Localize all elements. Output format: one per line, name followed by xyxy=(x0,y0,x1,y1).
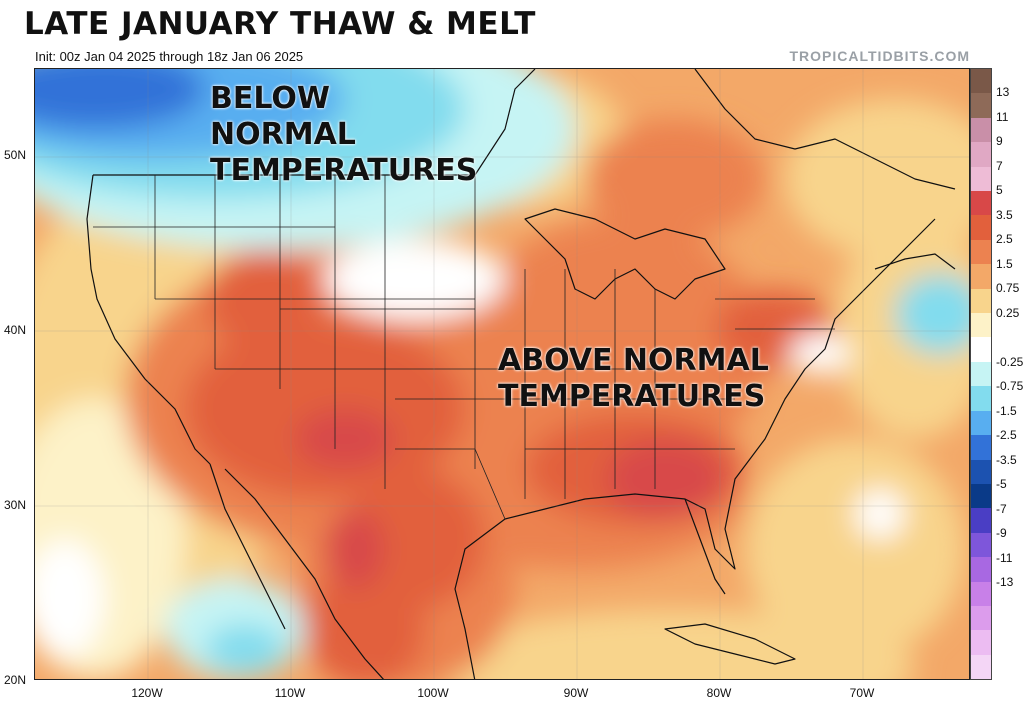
below-line-2: NORMAL xyxy=(210,117,356,152)
colorbar-tick-label: 0.25 xyxy=(996,305,1020,320)
lat-label-40n: 40N xyxy=(4,323,27,337)
colorbar-swatch xyxy=(971,69,991,94)
lat-label-50n: 50N xyxy=(4,148,27,162)
below-normal-annotation: BELOW NORMAL TEMPERATURES xyxy=(210,81,477,189)
colorbar-swatch xyxy=(971,313,991,338)
colorbar-swatch xyxy=(971,508,991,533)
colorbar-swatch xyxy=(971,215,991,240)
colorbar-swatch xyxy=(971,410,991,436)
lat-label-20n: 20N xyxy=(4,673,27,687)
lon-label-120w: 120W xyxy=(131,686,163,700)
colorbar-tick-label: -5 xyxy=(996,477,1007,492)
colorbar-swatch xyxy=(971,532,991,558)
colorbar-swatch xyxy=(971,459,991,484)
below-line-1: BELOW xyxy=(210,81,330,116)
colorbar-tick-label: -11 xyxy=(996,550,1013,565)
colorbar-tick-label: -3.5 xyxy=(996,452,1017,467)
colorbar-swatch xyxy=(971,288,991,314)
colorbar-tick-label: -2.5 xyxy=(996,428,1017,443)
init-time-label: Init: 00z Jan 04 2025 through 18z Jan 06… xyxy=(35,49,304,64)
colorbar xyxy=(970,68,992,680)
lon-label-70w: 70W xyxy=(849,686,875,700)
colorbar-tick-label: 7 xyxy=(996,158,1003,173)
lat-label-30n: 30N xyxy=(4,498,27,512)
colorbar-tick-label: 1.5 xyxy=(996,256,1013,271)
colorbar-swatch xyxy=(971,166,991,192)
colorbar-tick-label: 11 xyxy=(996,109,1009,124)
colorbar-swatch xyxy=(971,581,991,606)
lon-label-100w: 100W xyxy=(417,686,449,700)
colorbar-tick-label: 3.5 xyxy=(996,207,1013,222)
colorbar-swatch xyxy=(971,239,991,265)
colorbar-tick-label: -7 xyxy=(996,501,1007,516)
colorbar-tick-label: -1.5 xyxy=(996,403,1017,418)
colorbar-tick-label: 5 xyxy=(996,183,1003,198)
lon-label-80w: 80W xyxy=(706,686,732,700)
colorbar-tick-label: -9 xyxy=(996,526,1007,541)
colorbar-tick-label: 13 xyxy=(996,85,1010,100)
above-line-2: TEMPERATURES xyxy=(498,379,766,414)
colorbar-swatch xyxy=(971,435,991,460)
colorbar-tick-label: -13 xyxy=(996,575,1014,590)
colorbar-tick-label: 9 xyxy=(996,134,1003,149)
colorbar-swatch xyxy=(971,117,991,143)
colorbar-swatch xyxy=(971,483,991,509)
lon-label-90w: 90W xyxy=(563,686,589,700)
source-watermark: TROPICALTIDBITS.COM xyxy=(789,48,970,64)
above-normal-annotation: ABOVE NORMAL TEMPERATURES xyxy=(498,343,769,415)
lon-label-110w: 110W xyxy=(274,686,306,700)
colorbar-swatch xyxy=(971,361,991,387)
colorbar-swatch xyxy=(971,605,991,631)
below-line-3: TEMPERATURES xyxy=(210,153,478,188)
colorbar-swatch xyxy=(971,191,991,216)
colorbar-tick-label: -0.25 xyxy=(996,354,1024,369)
above-line-1: ABOVE NORMAL xyxy=(498,343,769,378)
colorbar-swatch xyxy=(971,264,991,289)
colorbar-swatch xyxy=(971,337,991,362)
colorbar-swatch xyxy=(971,93,991,118)
colorbar-swatch xyxy=(971,654,991,680)
temperature-anomaly-map: BELOW NORMAL TEMPERATURES ABOVE NORMAL T… xyxy=(34,68,970,680)
colorbar-tick-label: 0.75 xyxy=(996,281,1020,296)
colorbar-swatch xyxy=(971,630,991,655)
colorbar-tick-label: 2.5 xyxy=(996,232,1013,247)
colorbar-swatch xyxy=(971,386,991,411)
colorbar-swatch xyxy=(971,557,991,582)
colorbar-swatch xyxy=(971,142,991,167)
colorbar-tick-label: -0.75 xyxy=(996,379,1024,394)
page-title: LATE JANUARY THAW & MELT xyxy=(24,6,536,42)
